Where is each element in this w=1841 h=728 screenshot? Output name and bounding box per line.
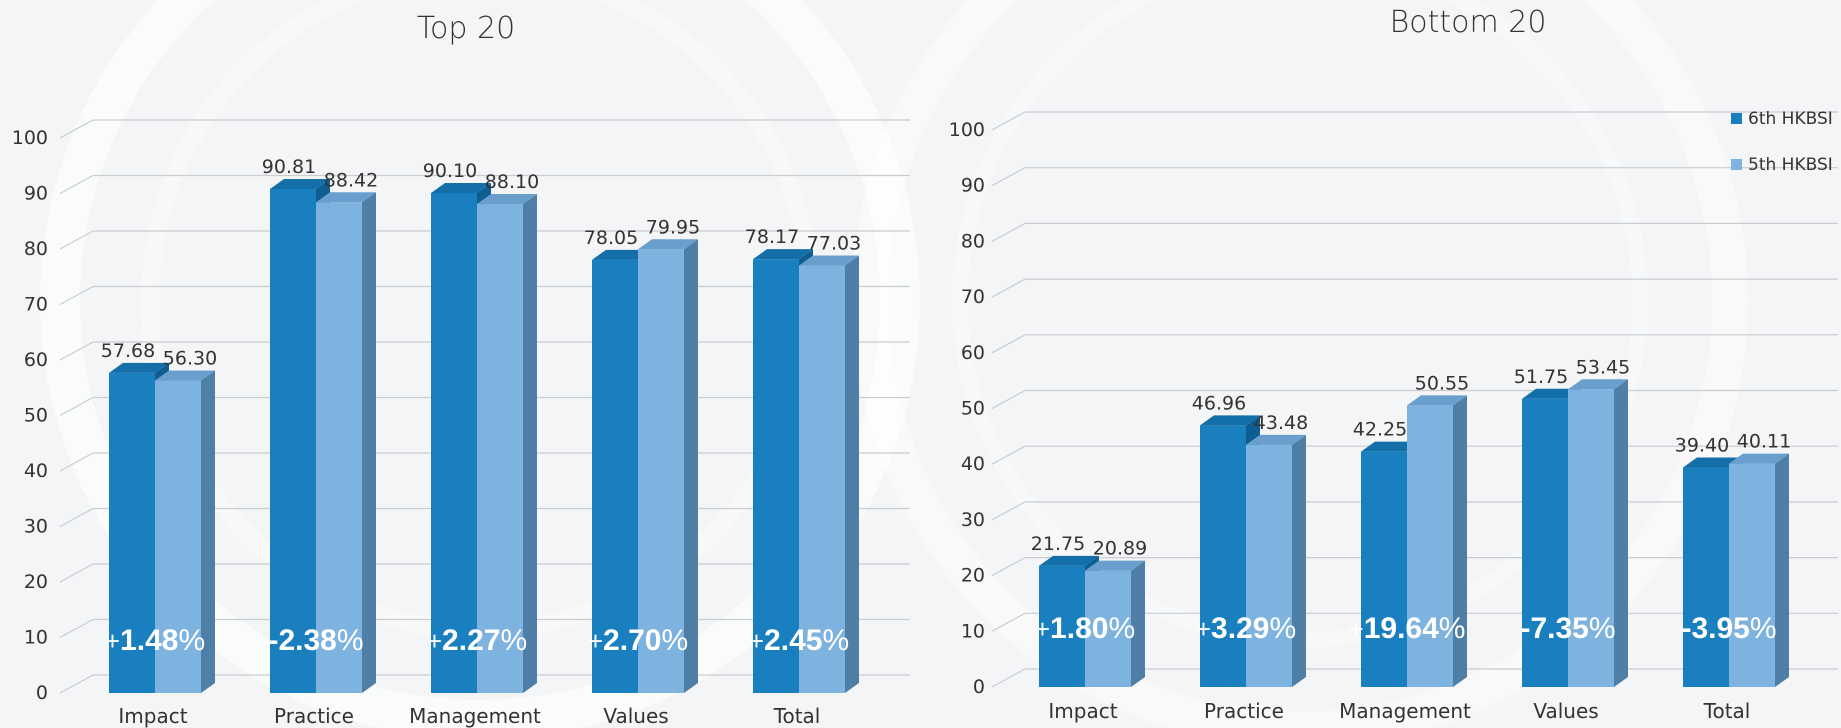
gridline-slant: [60, 620, 93, 638]
category-label: Practice: [1204, 699, 1284, 723]
category-label: Total: [773, 704, 821, 728]
y-tick-label: 70: [961, 286, 985, 308]
gridline-slant: [992, 279, 1025, 297]
data-label: 88.10: [485, 171, 539, 193]
data-label: 78.05: [584, 227, 638, 249]
category-label: Management: [409, 704, 541, 728]
data-label: 56.30: [163, 348, 217, 370]
chart-title: Top 20: [417, 11, 515, 46]
bar-side-5th: [523, 194, 537, 693]
gridline-slant: [992, 669, 1025, 687]
gridline-slant: [992, 168, 1025, 186]
data-label: 40.11: [1737, 431, 1791, 453]
change-label: +19.64%: [1349, 612, 1466, 645]
gridline-slant: [992, 335, 1025, 353]
data-label: 43.48: [1254, 412, 1308, 434]
y-tick-label: 10: [24, 627, 48, 649]
y-tick-label: 20: [961, 565, 985, 587]
change-label: -2.38%: [268, 624, 363, 657]
bar-side-5th: [1292, 435, 1306, 687]
data-label: 20.89: [1093, 538, 1147, 560]
gridline-slant: [992, 391, 1025, 409]
gridline-slant: [992, 558, 1025, 576]
gridline-slant: [60, 675, 93, 693]
y-tick-label: 70: [24, 294, 48, 316]
y-tick-label: 0: [973, 676, 985, 698]
y-tick-label: 80: [961, 230, 985, 252]
chart-legend: 6th HKBSI 5th HKBSI: [1731, 109, 1833, 175]
change-label: +1.80%: [1035, 612, 1135, 645]
y-tick-label: 40: [24, 460, 48, 482]
y-tick-label: 30: [24, 516, 48, 538]
category-label: Impact: [118, 704, 187, 728]
data-label: 79.95: [646, 216, 700, 238]
gridline-slant: [992, 502, 1025, 520]
legend-label-6th: 6th HKBSI: [1748, 109, 1833, 129]
bar-5th-management: [477, 204, 523, 693]
y-tick-label: 60: [24, 349, 48, 371]
category-label: Values: [603, 704, 668, 728]
change-label: +2.27%: [427, 624, 527, 657]
chart-title: Bottom 20: [1390, 5, 1547, 40]
legend-swatch-6th: [1731, 113, 1742, 124]
bar-side-5th: [362, 192, 376, 693]
bar-6th-practice: [270, 189, 316, 693]
y-tick-label: 50: [24, 405, 48, 427]
legend-swatch-5th: [1731, 159, 1742, 170]
y-tick-label: 50: [961, 398, 985, 420]
category-label: Impact: [1048, 699, 1117, 723]
y-tick-label: 100: [12, 127, 48, 149]
bar-6th-management: [431, 193, 477, 693]
change-label: -3.95%: [1681, 612, 1776, 645]
legend-label-5th: 5th HKBSI: [1748, 155, 1833, 175]
y-tick-label: 10: [961, 620, 985, 642]
data-label: 78.17: [745, 226, 799, 248]
bar-5th-practice: [1246, 445, 1292, 687]
bar-6th-practice: [1200, 425, 1246, 687]
data-label: 21.75: [1031, 533, 1085, 555]
change-label: +2.70%: [588, 624, 688, 657]
data-label: 57.68: [101, 340, 155, 362]
change-label: -7.35%: [1520, 612, 1615, 645]
y-tick-label: 90: [24, 183, 48, 205]
y-tick-label: 40: [961, 453, 985, 475]
gridline-slant: [60, 509, 93, 527]
change-label: +3.29%: [1196, 612, 1296, 645]
y-tick-label: 80: [24, 238, 48, 260]
data-label: 90.10: [423, 160, 477, 182]
data-label: 50.55: [1415, 372, 1469, 394]
change-label: +1.48%: [105, 624, 205, 657]
bar-5th-total: [1729, 464, 1775, 687]
category-label: Practice: [274, 704, 354, 728]
data-label: 46.96: [1192, 392, 1246, 414]
data-label: 51.75: [1514, 366, 1568, 388]
y-tick-label: 60: [961, 342, 985, 364]
bar-side-5th: [1775, 454, 1789, 687]
data-label: 53.45: [1576, 356, 1630, 378]
bar-5th-practice: [316, 202, 362, 693]
change-label: +2.45%: [749, 624, 849, 657]
category-label: Values: [1533, 699, 1598, 723]
bar-side-5th: [1614, 379, 1628, 687]
y-tick-label: 20: [24, 571, 48, 593]
y-tick-label: 30: [961, 509, 985, 531]
y-tick-label: 100: [949, 119, 985, 141]
data-label: 88.42: [324, 169, 378, 191]
bar-6th-total: [1683, 468, 1729, 687]
data-label: 39.40: [1675, 435, 1729, 457]
data-label: 77.03: [807, 232, 861, 254]
y-tick-label: 0: [36, 682, 48, 704]
category-label: Management: [1339, 699, 1471, 723]
bar-6th-management: [1361, 452, 1407, 687]
y-tick-label: 90: [961, 175, 985, 197]
category-label: Total: [1703, 699, 1751, 723]
chart-top-20: Top 20 0 10 20 30 40 50 60 70 80 90 100 57.68 56.30…: [12, 11, 910, 728]
data-label: 90.81: [262, 156, 316, 178]
gridline-slant: [992, 223, 1025, 241]
gridline-slant: [60, 564, 93, 582]
data-label: 42.25: [1353, 419, 1407, 441]
